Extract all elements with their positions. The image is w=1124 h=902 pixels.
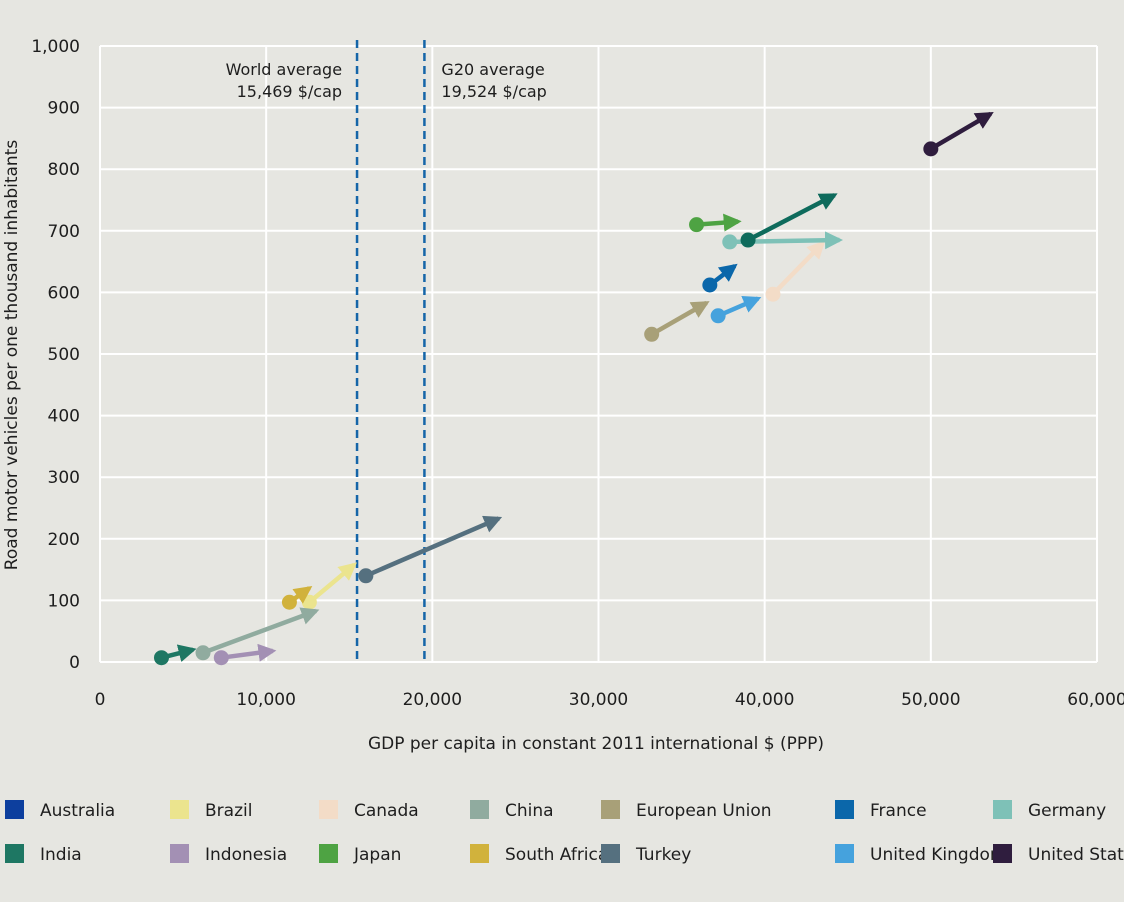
- reference-line-label: 19,524 $/cap: [441, 82, 546, 101]
- legend-label: Japan: [353, 845, 401, 865]
- legend-label: Australia: [40, 801, 115, 821]
- legend-swatch: [835, 844, 854, 863]
- y-tick-label: 600: [48, 283, 80, 303]
- legend-swatch: [470, 844, 489, 863]
- legend: Australia Brazil Canada China European Union…: [5, 800, 1124, 865]
- y-tick-label: 400: [48, 407, 80, 427]
- y-tick-label: 900: [48, 99, 80, 119]
- series-start-point: [689, 217, 705, 233]
- legend-swatch: [170, 800, 189, 819]
- legend-swatch: [170, 844, 189, 863]
- legend-label: Brazil: [205, 801, 252, 821]
- reference-lines: World average 15,469 $/cap G20 average 19,5…: [226, 40, 547, 662]
- y-tick-label: 500: [48, 345, 80, 365]
- series-start-point: [153, 650, 169, 666]
- y-axis-title: Road motor vehicles per one thousand inh…: [2, 140, 22, 571]
- legend-swatch: [993, 844, 1012, 863]
- series-start-point: [923, 141, 939, 157]
- series-start-point: [358, 568, 374, 584]
- x-tick-label: 50,000: [901, 690, 960, 710]
- series-start-point: [740, 232, 756, 248]
- x-tick-label: 0: [95, 690, 106, 710]
- series-arrow: [929, 111, 994, 151]
- data-marks: [153, 111, 994, 666]
- series-arrow: [307, 562, 357, 604]
- series-start-point: [213, 650, 229, 666]
- x-tick-label: 40,000: [735, 690, 794, 710]
- legend-swatch: [470, 800, 489, 819]
- legend-label: United States: [1028, 845, 1124, 865]
- reference-line-label: 15,469 $/cap: [237, 82, 342, 101]
- series-arrow: [747, 193, 838, 243]
- y-tick-label: 800: [48, 160, 80, 180]
- x-axis-title: GDP per capita in constant 2011 internat…: [368, 734, 824, 754]
- series-arrow: [771, 240, 826, 296]
- legend-label: Germany: [1028, 801, 1106, 821]
- y-tick-label: 700: [48, 222, 80, 242]
- series-arrow: [202, 607, 320, 655]
- legend-label: China: [505, 801, 554, 821]
- legend-label: European Union: [636, 801, 772, 821]
- series-start-point: [644, 326, 660, 342]
- y-tick-label: 0: [69, 653, 80, 673]
- legend-label: Canada: [354, 801, 419, 821]
- y-tick-label: 200: [48, 530, 80, 550]
- x-tick-labels: 0 10,000 20,000 30,000 40,000 50,000 60,000: [95, 690, 1124, 710]
- series-start-point: [301, 594, 317, 610]
- legend-label: India: [40, 845, 82, 865]
- legend-swatch: [319, 844, 338, 863]
- series-start-point: [195, 645, 211, 661]
- series-start-point: [702, 277, 718, 293]
- x-tick-label: 30,000: [569, 690, 628, 710]
- x-tick-label: 10,000: [236, 690, 295, 710]
- series-start-point: [765, 286, 781, 302]
- y-tick-label: 100: [48, 591, 80, 611]
- x-tick-label: 20,000: [403, 690, 462, 710]
- legend-swatch: [993, 800, 1012, 819]
- legend-swatch: [319, 800, 338, 819]
- legend-label: South Africa: [505, 845, 608, 865]
- series-start-point: [710, 308, 726, 324]
- series-arrow: [650, 300, 710, 337]
- legend-swatch: [5, 844, 24, 863]
- legend-swatch: [601, 844, 620, 863]
- reference-line-label: World average: [226, 60, 342, 79]
- legend-label: France: [870, 801, 927, 821]
- legend-label: Indonesia: [205, 845, 287, 865]
- legend-label: United Kingdom: [870, 845, 1006, 865]
- x-tick-label: 60,000: [1067, 690, 1124, 710]
- reference-line-label: G20 average: [441, 60, 544, 79]
- series-start-point: [722, 234, 738, 250]
- y-tick-labels: 0 100 200 300 400 500 600 700 800 900 1,000: [31, 37, 80, 673]
- legend-label: Turkey: [635, 845, 691, 865]
- y-tick-label: 1,000: [31, 37, 80, 57]
- legend-swatch: [601, 800, 620, 819]
- y-tick-label: 300: [48, 468, 80, 488]
- legend-swatch: [5, 800, 24, 819]
- series-start-point: [281, 594, 297, 610]
- series-arrow: [221, 643, 277, 662]
- legend-swatch: [835, 800, 854, 819]
- series-arrow: [364, 515, 503, 578]
